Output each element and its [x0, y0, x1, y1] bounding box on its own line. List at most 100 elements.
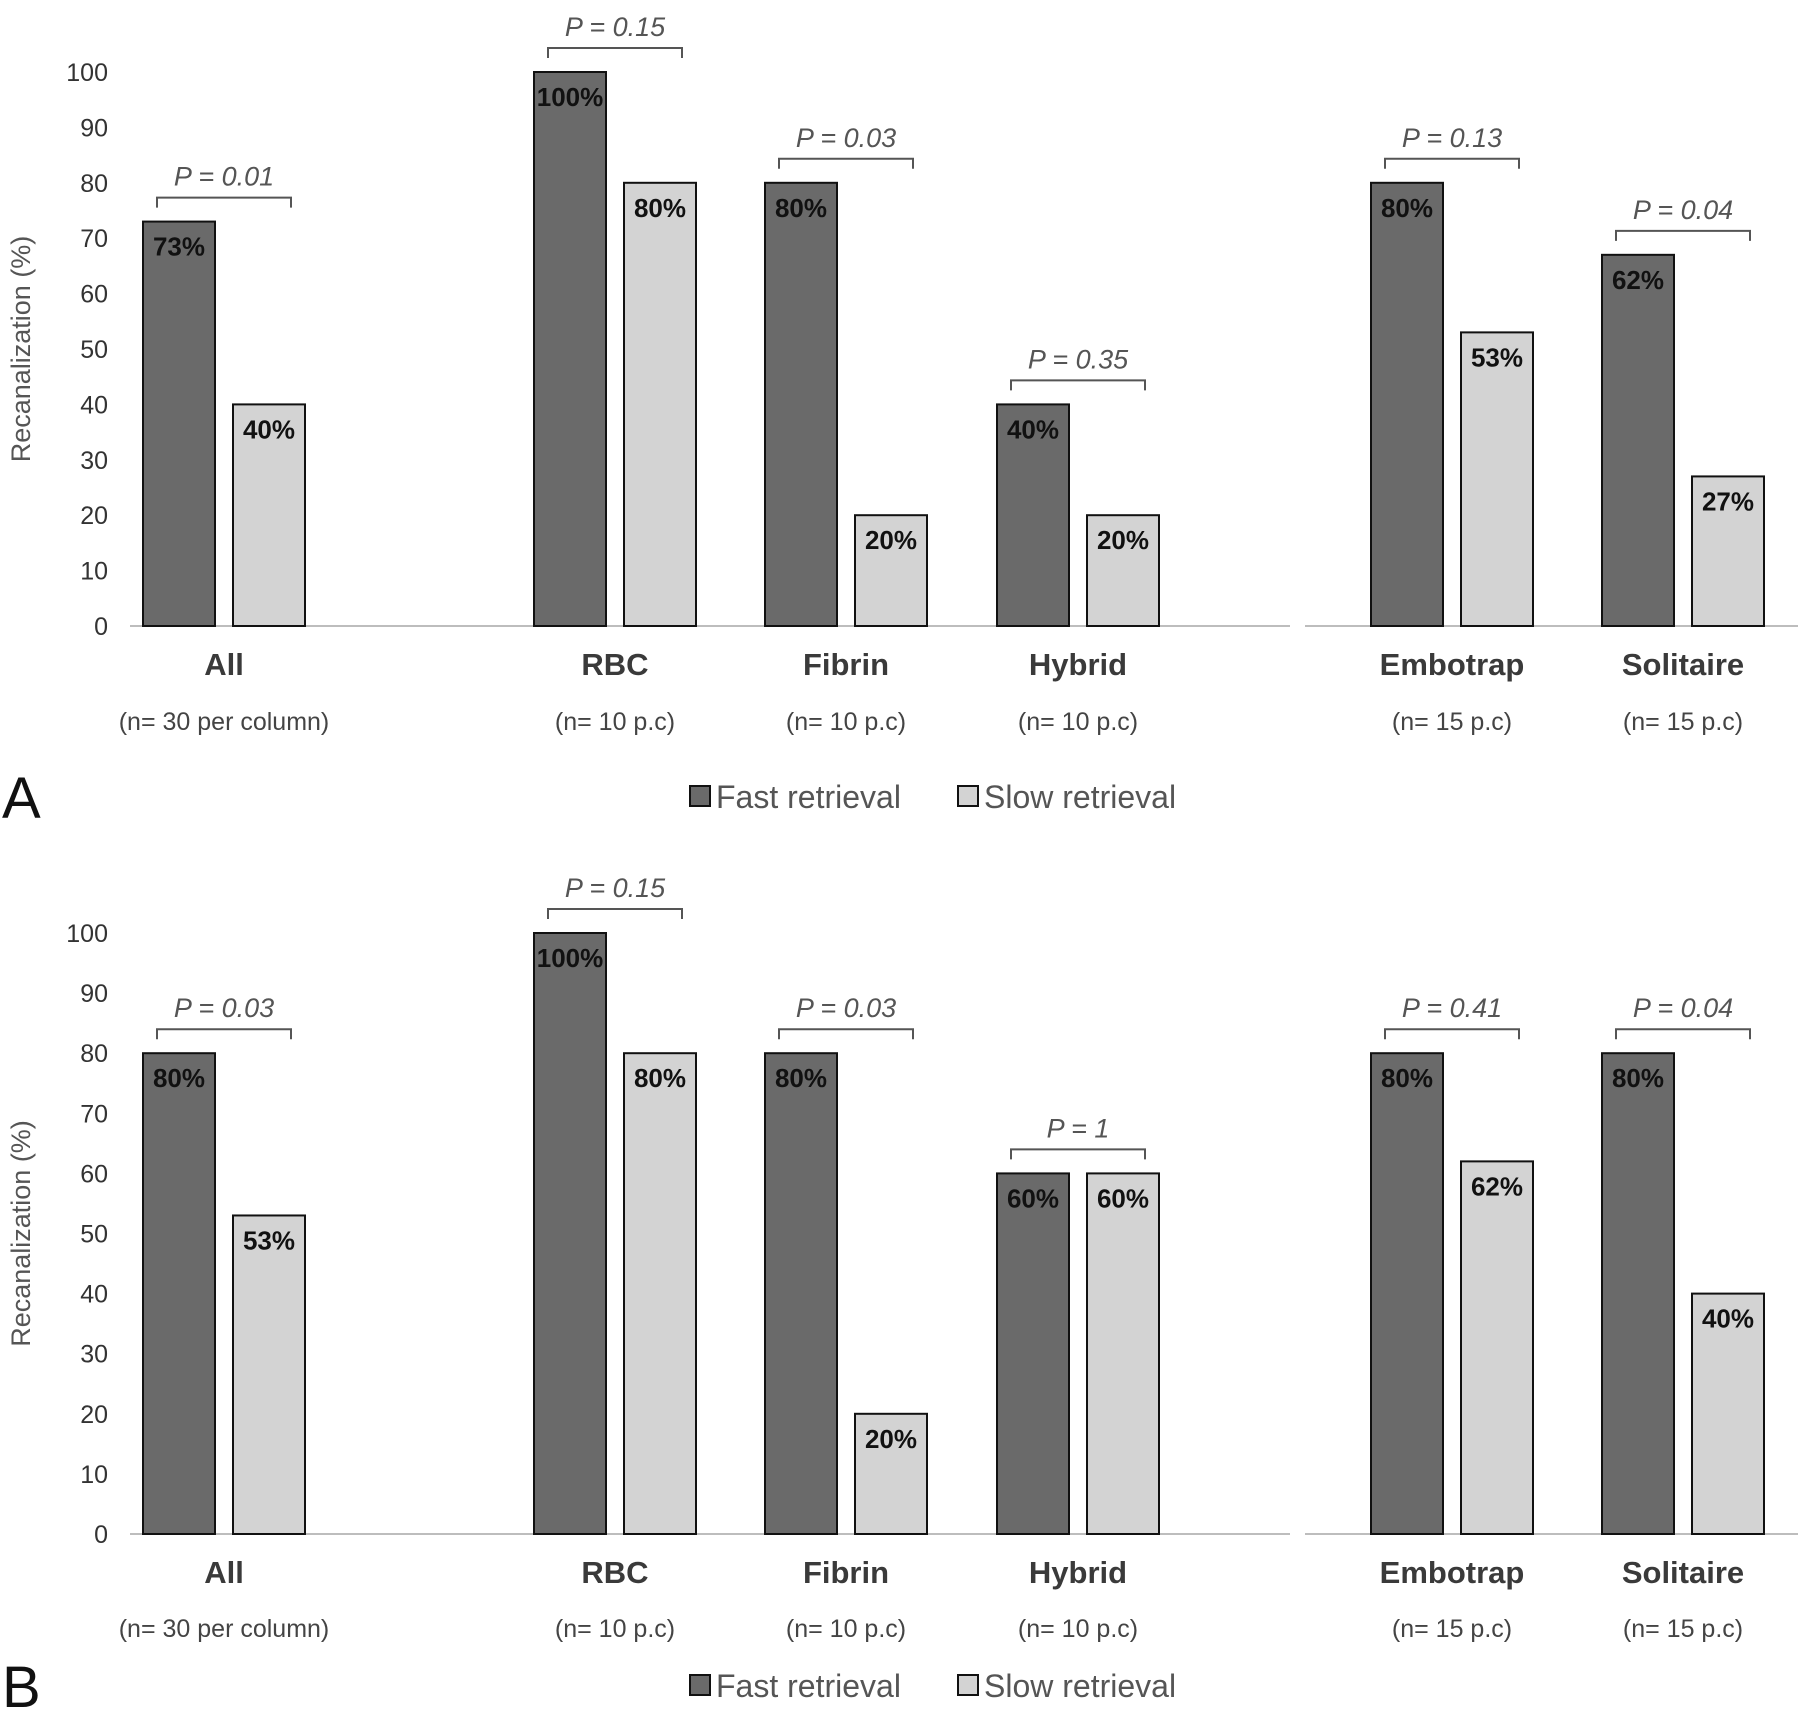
y-tick-label: 90 — [80, 980, 108, 1008]
data-label: 53% — [1471, 342, 1523, 372]
significance-bracket — [547, 908, 683, 919]
significance-bracket — [156, 1028, 292, 1040]
data-label: 27% — [1702, 486, 1754, 516]
sample-size-label: (n= 30 per column) — [119, 708, 330, 736]
legend-label: Fast retrieval — [716, 1668, 901, 1704]
data-label: 60% — [1007, 1183, 1059, 1213]
y-tick-label: 50 — [80, 1221, 108, 1249]
legend-label: Fast retrieval — [716, 779, 901, 815]
sample-size-label: (n= 10 p.c) — [555, 1615, 675, 1643]
y-tick-label: 30 — [80, 447, 108, 475]
p-value-label: P = 0.03 — [174, 993, 274, 1023]
sample-size-label: (n= 10 p.c) — [1018, 1615, 1138, 1643]
significance-bracket — [1615, 1028, 1751, 1040]
y-tick-label: 100 — [66, 59, 108, 87]
data-label: 100% — [537, 943, 604, 973]
p-value-label: P = 0.04 — [1633, 195, 1733, 225]
slow-bar-rbc — [623, 181, 697, 628]
y-tick-label: 40 — [80, 391, 108, 419]
slow-bar-fibrin — [854, 514, 928, 628]
data-label: 80% — [1612, 1063, 1664, 1093]
p-value-label: P = 0.15 — [565, 12, 666, 42]
sample-size-label: (n= 10 p.c) — [786, 708, 906, 736]
category-label-fibrin: Fibrin — [803, 1555, 889, 1590]
y-tick-label: 10 — [80, 558, 108, 586]
slow-bar-embotrap — [1460, 331, 1534, 627]
y-tick-label: 20 — [80, 502, 108, 530]
y-axis-title: Recanalization (%) — [6, 1120, 36, 1347]
fast-bar-embotrap — [1370, 181, 1444, 628]
y-tick-label: 60 — [80, 1160, 108, 1188]
legend-swatch — [957, 785, 979, 807]
significance-bracket — [1384, 1028, 1520, 1040]
sample-size-label: (n= 10 p.c) — [1018, 708, 1138, 736]
data-label: 80% — [634, 1063, 686, 1093]
data-label: 73% — [153, 232, 205, 262]
legend-label: Slow retrieval — [984, 1668, 1176, 1704]
fast-bar-hybrid — [996, 1172, 1070, 1536]
category-label-hybrid: Hybrid — [1029, 1555, 1127, 1590]
p-value-label: P = 0.13 — [1402, 123, 1502, 153]
fast-bar-solitaire — [1601, 1052, 1675, 1535]
y-tick-label: 0 — [94, 613, 108, 641]
slow-bar-solitaire — [1691, 475, 1765, 628]
significance-bracket — [1010, 1148, 1146, 1160]
panel-B: 0 10 20 30 40 50 60 70 80 90 100 Recanalization (%)… — [2, 873, 1798, 1714]
slow-bar-embotrap — [1460, 1160, 1534, 1535]
slow-bar-all — [232, 1214, 306, 1535]
y-tick-label: 20 — [80, 1401, 108, 1429]
legend: Fast retrieval Slow retrieval — [689, 1668, 1176, 1704]
data-label: 53% — [243, 1225, 295, 1255]
fast-bar-embotrap — [1370, 1052, 1444, 1535]
fast-bar-solitaire — [1601, 253, 1675, 627]
y-tick-label: 70 — [80, 1100, 108, 1128]
y-tick-label: 0 — [94, 1521, 108, 1549]
significance-bracket — [778, 157, 914, 169]
data-label: 40% — [1007, 414, 1059, 444]
data-label: 62% — [1612, 265, 1664, 295]
y-tick-label: 70 — [80, 225, 108, 253]
y-axis-title: Recanalization (%) — [6, 236, 36, 463]
panel-A: 0 10 20 30 40 50 60 70 80 90 100 Recanalization (%)… — [2, 12, 1798, 831]
significance-bracket — [1384, 157, 1520, 169]
fast-bar-fibrin — [764, 181, 838, 628]
category-label-fibrin: Fibrin — [803, 647, 889, 682]
category-label-all: All — [204, 1555, 244, 1590]
slow-bar-fibrin — [854, 1412, 928, 1536]
significance-bracket — [547, 47, 683, 58]
data-label: 80% — [1381, 1063, 1433, 1093]
category-label-embotrap: Embotrap — [1380, 1555, 1525, 1590]
p-value-label: P = 0.01 — [174, 162, 274, 192]
y-tick-label: 30 — [80, 1341, 108, 1369]
data-label: 20% — [1097, 525, 1149, 555]
data-label: 80% — [775, 1063, 827, 1093]
data-label: 20% — [865, 525, 917, 555]
slow-bar-all — [232, 403, 306, 627]
significance-bracket — [1010, 379, 1146, 391]
legend-swatch — [689, 1674, 711, 1696]
significance-bracket — [1615, 229, 1751, 241]
legend-swatch — [957, 1674, 979, 1696]
p-value-label: P = 0.15 — [565, 873, 666, 903]
data-label: 40% — [1702, 1304, 1754, 1334]
category-label-solitaire: Solitaire — [1622, 647, 1744, 682]
sample-size-label: (n= 15 p.c) — [1392, 708, 1512, 736]
sample-size-label: (n= 10 p.c) — [555, 708, 675, 736]
category-label-hybrid: Hybrid — [1029, 647, 1127, 682]
fast-bar-fibrin — [764, 1052, 838, 1535]
fast-bar-all — [142, 1052, 216, 1535]
slow-bar-hybrid — [1086, 1172, 1160, 1536]
y-tick-label: 10 — [80, 1461, 108, 1489]
y-tick-label: 50 — [80, 336, 108, 364]
y-tick-label: 60 — [80, 281, 108, 309]
fast-bar-hybrid — [996, 403, 1070, 627]
sample-size-label: (n= 10 p.c) — [786, 1615, 906, 1643]
legend-label: Slow retrieval — [984, 779, 1176, 815]
data-label: 100% — [537, 82, 604, 112]
fast-bar-rbc — [533, 71, 607, 627]
data-label: 20% — [865, 1424, 917, 1454]
category-label-rbc: RBC — [581, 1555, 648, 1590]
category-label-solitaire: Solitaire — [1622, 1555, 1744, 1590]
fast-bar-all — [142, 220, 216, 628]
sample-size-label: (n= 15 p.c) — [1623, 1615, 1743, 1643]
